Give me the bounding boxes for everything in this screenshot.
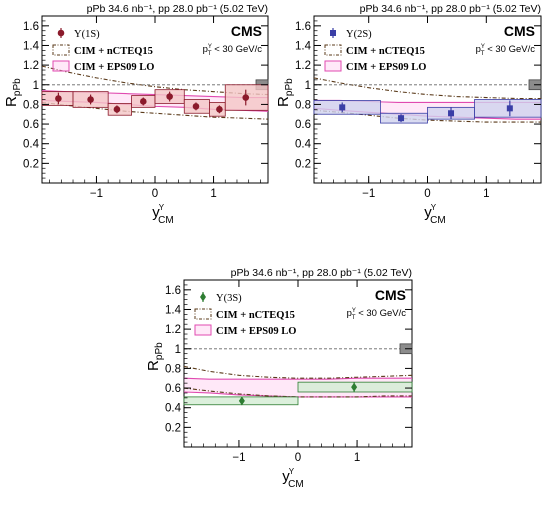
y-tick-label: 0.8 [295, 99, 311, 111]
ncteq15-upper-edge [183, 365, 413, 379]
y-tick-label: 1.6 [295, 21, 311, 33]
y-tick-label: 0.4 [295, 139, 312, 151]
y-tick-label: 0.6 [23, 119, 39, 131]
data-point [113, 106, 121, 113]
y-tick-label: 0.4 [23, 139, 40, 151]
legend-entry: Υ(2S) [346, 29, 372, 40]
x-axis-label: yΥ CM [282, 467, 303, 490]
y-tick-label: 1.2 [295, 60, 311, 72]
data-point [339, 104, 346, 111]
panel-1S: pPb 34.6 nb⁻¹, pp 28.0 pb⁻¹ (5.02 TeV) 0.… [3, 3, 269, 226]
legend-marker [330, 30, 336, 36]
ncteq15-upper-edge [313, 77, 541, 100]
ncteq15-upper-edge [41, 65, 269, 96]
data-point [55, 95, 62, 102]
data-point [398, 115, 405, 122]
legend-entry: CIM + nCTEQ15 [216, 310, 295, 321]
legend-swatch-eps09 [324, 60, 342, 72]
legend-marker [57, 29, 65, 37]
y-axis-label: RpPb [275, 78, 295, 107]
y-axis-label: RpPb [145, 342, 165, 371]
panel-header: pPb 34.6 nb⁻¹, pp 28.0 pb⁻¹ (5.02 TeV) [87, 3, 268, 15]
x-tick-label: 0 [152, 188, 158, 200]
y-axis-label: RpPb [3, 78, 23, 107]
legend-entry: CIM + EPS09 LO [216, 326, 296, 337]
syst-box [313, 100, 381, 115]
eps09-upper-edge [183, 377, 412, 380]
legend-swatch-ncteq15 [194, 308, 212, 320]
y-tick-label: 0.2 [295, 158, 311, 170]
y-tick-label: 1.2 [165, 324, 181, 336]
y-tick-label: 1.6 [165, 285, 181, 297]
ncteq15-lower-edge [41, 101, 269, 120]
legend-entry: Υ(3S) [216, 293, 242, 304]
plot-frame [183, 279, 413, 448]
x-axis-label: yΥ CM [152, 203, 173, 226]
pt-cut-label: pΥ T < 30 GeV/c [203, 44, 263, 57]
data-point [87, 96, 94, 103]
data-point [242, 94, 250, 101]
x-tick-label: 1 [354, 452, 360, 464]
data-point [139, 98, 147, 105]
x-tick-label: −1 [90, 188, 103, 200]
x-axis-label: yΥ CM [424, 203, 445, 226]
data-point [351, 382, 358, 392]
legend-swatch-ncteq15 [324, 44, 342, 56]
legend-swatch-eps09 [52, 60, 70, 72]
legend-swatch-ncteq15 [52, 44, 70, 56]
y-tick-label: 1.2 [23, 60, 39, 72]
data-point [238, 396, 245, 406]
y-tick-label: 0.6 [295, 119, 311, 131]
panel-2S: pPb 34.6 nb⁻¹, pp 28.0 pb⁻¹ (5.02 TeV) 0.… [275, 3, 542, 226]
data-point [166, 93, 173, 100]
y-tick-label: 1.6 [23, 21, 39, 33]
y-tick-label: 1.4 [295, 40, 312, 52]
y-tick-label: 0.2 [23, 158, 39, 170]
data-point [506, 105, 513, 112]
y-tick-label: 1.4 [165, 304, 182, 316]
data-point [216, 106, 223, 113]
y-tick-label: 1 [175, 344, 181, 356]
legend-entry: CIM + nCTEQ15 [346, 46, 425, 57]
cms-label: CMS [504, 23, 535, 39]
x-tick-label: 1 [210, 188, 216, 200]
cms-label: CMS [375, 287, 406, 303]
y-tick-label: 0.6 [165, 383, 181, 395]
y-tick-label: 0.2 [165, 422, 181, 434]
data-point [192, 103, 200, 110]
y-tick-label: 0.8 [165, 363, 181, 375]
legend-marker [200, 292, 206, 302]
legend-entry: CIM + EPS09 LO [74, 62, 154, 73]
legend-entry: CIM + EPS09 LO [346, 62, 426, 73]
x-tick-label: 1 [483, 188, 489, 200]
y-tick-label: 0.8 [23, 99, 39, 111]
data-point [448, 110, 455, 117]
pt-cut-label: pΥ T < 30 GeV/c [347, 308, 407, 321]
x-tick-label: −1 [362, 188, 375, 200]
x-tick-label: 0 [295, 452, 301, 464]
cms-label: CMS [231, 23, 262, 39]
y-tick-label: 1 [305, 80, 311, 92]
panel-header: pPb 34.6 nb⁻¹, pp 28.0 pb⁻¹ (5.02 TeV) [360, 3, 541, 15]
ncteq15-lower-edge [313, 109, 541, 123]
x-tick-label: 0 [424, 188, 430, 200]
panel-3S: pPb 34.6 nb⁻¹, pp 28.0 pb⁻¹ (5.02 TeV) 0.… [145, 267, 413, 490]
x-tick-label: −1 [232, 452, 245, 464]
y-tick-label: 1 [33, 80, 39, 92]
legend-entry: Υ(1S) [74, 29, 100, 40]
y-tick-label: 0.4 [165, 403, 182, 415]
legend-entry: CIM + nCTEQ15 [74, 46, 153, 57]
panel-header: pPb 34.6 nb⁻¹, pp 28.0 pb⁻¹ (5.02 TeV) [231, 267, 412, 279]
y-tick-label: 1.4 [23, 40, 40, 52]
pt-cut-label: pΥ T < 30 GeV/c [476, 44, 536, 57]
legend-swatch-eps09 [194, 324, 212, 336]
